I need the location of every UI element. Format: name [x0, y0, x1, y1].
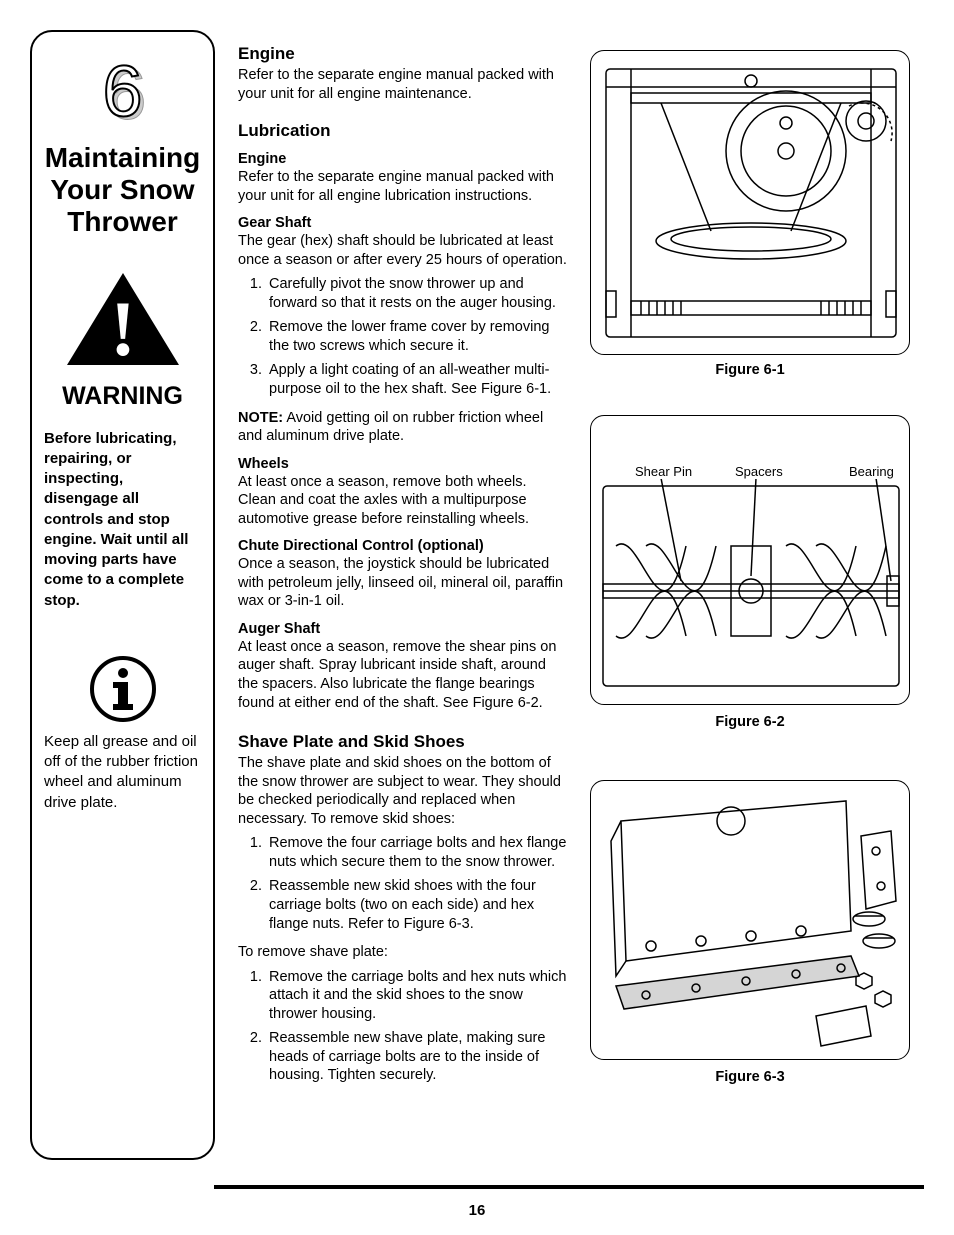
heading-lubrication: Lubrication: [238, 121, 568, 141]
steps-gearshaft: Carefully pivot the snow thrower up and …: [238, 275, 568, 398]
list-item: Carefully pivot the snow thrower up and …: [266, 275, 568, 312]
body-auger: At least once a season, remove the shear…: [238, 638, 568, 712]
subheading-lub-engine: Engine: [238, 151, 568, 167]
body-engine: Refer to the separate engine manual pack…: [238, 66, 568, 103]
note-label: NOTE:: [238, 410, 283, 426]
body-wheels: At least once a season, remove both whee…: [238, 473, 568, 529]
body-gearshaft: The gear (hex) shaft should be lubricate…: [238, 232, 568, 269]
note-text: Avoid getting oil on rubber friction whe…: [238, 410, 543, 445]
list-item: Reassemble new shave plate, making sure …: [266, 1029, 568, 1085]
steps-skid: Remove the four carriage bolts and hex f…: [238, 834, 568, 933]
warning-text: Before lubricating, repairing, or inspec…: [42, 429, 203, 611]
heading-engine: Engine: [238, 44, 568, 64]
steps-shave: Remove the carriage bolts and hex nuts w…: [238, 968, 568, 1085]
subheading-chute: Chute Directional Control (optional): [238, 538, 568, 554]
body-lub-engine: Refer to the separate engine manual pack…: [238, 168, 568, 205]
list-item: Remove the four carriage bolts and hex f…: [266, 834, 568, 871]
sidebar-title: Maintaining Your Snow Thrower: [42, 142, 203, 239]
subheading-gearshaft: Gear Shaft: [238, 215, 568, 231]
note-gearshaft: NOTE: Avoid getting oil on rubber fricti…: [238, 409, 568, 446]
bottom-rule: [214, 1185, 924, 1189]
figure-6-2: Shear Pin Spacers Bearing: [590, 415, 910, 705]
heading-shave: Shave Plate and Skid Shoes: [238, 732, 568, 752]
subheading-wheels: Wheels: [238, 456, 568, 472]
chapter-number-text: 6: [102, 52, 142, 132]
list-item: Reassemble new skid shoes with the four …: [266, 877, 568, 933]
callout-shear-pin: Shear Pin: [633, 464, 694, 479]
list-item: Remove the carriage bolts and hex nuts w…: [266, 968, 568, 1024]
figure-6-1-caption: Figure 6-1: [590, 362, 910, 378]
callout-spacers: Spacers: [733, 464, 785, 479]
figure-6-3: [590, 780, 910, 1060]
svg-text:!: !: [110, 285, 136, 369]
list-item: Apply a light coating of an all-weather …: [266, 361, 568, 398]
info-text: Keep all grease and oil off of the rubbe…: [42, 732, 203, 813]
figure-6-1: [590, 50, 910, 355]
body-shave-intro2: To remove shave plate:: [238, 943, 568, 962]
figure-6-2-svg: [591, 416, 910, 705]
body-chute: Once a season, the joystick should be lu…: [238, 555, 568, 611]
figure-6-3-caption: Figure 6-3: [590, 1069, 910, 1085]
warning-label: WARNING: [42, 382, 203, 411]
callout-bearing: Bearing: [847, 464, 896, 479]
info-icon: [89, 655, 157, 723]
list-item: Remove the lower frame cover by removing…: [266, 318, 568, 355]
page-number: 16: [0, 1202, 954, 1219]
chapter-number: 6 6: [42, 56, 203, 128]
subheading-auger: Auger Shaft: [238, 621, 568, 637]
figure-6-2-caption: Figure 6-2: [590, 714, 910, 730]
main-content: Engine Refer to the separate engine manu…: [238, 44, 568, 1095]
sidebar-panel: 6 6 Maintaining Your Snow Thrower ! WARN…: [30, 30, 215, 1160]
page: 6 6 Maintaining Your Snow Thrower ! WARN…: [0, 0, 954, 1235]
body-shave-intro: The shave plate and skid shoes on the bo…: [238, 754, 568, 828]
warning-triangle-icon: !: [63, 269, 183, 369]
figure-6-3-svg: [591, 781, 910, 1060]
figure-6-1-svg: [591, 51, 910, 355]
